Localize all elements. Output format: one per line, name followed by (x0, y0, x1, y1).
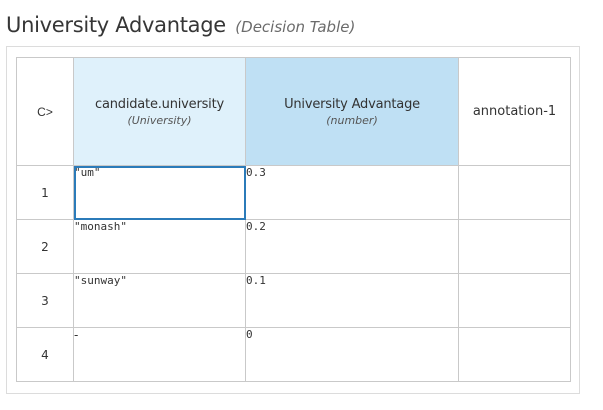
annotation-column-header[interactable]: annotation-1 (458, 57, 571, 166)
output-cell[interactable]: 0.2 (245, 219, 459, 274)
input-column-header[interactable]: candidate.university (University) (73, 57, 246, 166)
decision-name: University Advantage (6, 13, 226, 37)
row-number[interactable]: 3 (16, 273, 74, 328)
input-column-name: candidate.university (95, 96, 224, 112)
input-column-type: (University) (127, 113, 192, 127)
annotation-cell[interactable] (458, 273, 571, 328)
output-column-name: University Advantage (284, 96, 420, 112)
input-cell[interactable]: "sunway" (73, 273, 246, 328)
table-row: 2 "monash" 0.2 (16, 219, 571, 274)
row-number[interactable]: 2 (16, 219, 74, 274)
decision-type-label: (Decision Table) (235, 18, 356, 36)
input-cell[interactable]: "monash" (73, 219, 246, 274)
annotation-cell[interactable] (458, 219, 571, 274)
row-number[interactable]: 1 (16, 165, 74, 220)
annotation-cell[interactable] (458, 327, 571, 382)
output-column-header[interactable]: University Advantage (number) (245, 57, 459, 166)
output-cell[interactable]: 0 (245, 327, 459, 382)
table-row: 1 "um" 0.3 (16, 165, 571, 220)
output-cell[interactable]: 0.1 (245, 273, 459, 328)
hit-policy-cell[interactable]: C> (16, 57, 74, 166)
page-title: University Advantage (Decision Table) (6, 13, 355, 37)
input-cell[interactable]: - (73, 327, 246, 382)
input-cell[interactable]: "um" (73, 165, 246, 220)
output-column-type: (number) (326, 113, 378, 127)
output-cell[interactable]: 0.3 (245, 165, 459, 220)
table-header-row: C> candidate.university (University) Uni… (16, 57, 571, 166)
table-row: 3 "sunway" 0.1 (16, 273, 571, 328)
decision-table: C> candidate.university (University) Uni… (16, 57, 571, 382)
table-row: 4 - 0 (16, 327, 571, 382)
annotation-cell[interactable] (458, 165, 571, 220)
row-number[interactable]: 4 (16, 327, 74, 382)
